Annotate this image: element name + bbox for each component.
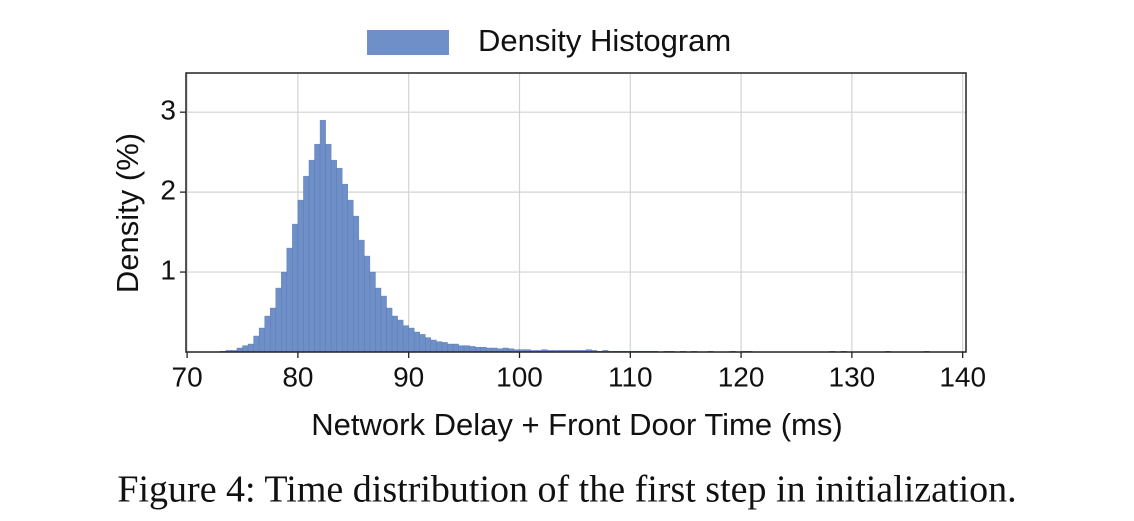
bar	[463, 345, 470, 353]
bar	[258, 327, 265, 353]
bar	[292, 223, 299, 353]
bar	[247, 343, 254, 353]
bar	[380, 295, 387, 353]
bar	[270, 307, 276, 353]
bar	[430, 339, 437, 353]
x-tick-label: 130	[829, 361, 876, 392]
bar	[319, 119, 326, 353]
bar	[308, 159, 315, 353]
bar	[402, 325, 409, 353]
bar	[469, 346, 476, 353]
bar	[391, 315, 398, 353]
bar	[336, 167, 343, 353]
y-tick-label: 3	[160, 95, 176, 126]
bar	[297, 199, 304, 353]
bar	[408, 327, 415, 353]
x-tick-label: 120	[718, 361, 765, 392]
bar	[353, 215, 360, 353]
x-tick-label: 140	[939, 361, 986, 392]
bar	[286, 247, 293, 353]
bar	[375, 287, 382, 353]
plot-frame	[185, 72, 967, 353]
bar	[325, 143, 332, 353]
bar	[452, 343, 459, 353]
caption: Figure 4: Time distribution of the first…	[117, 469, 1016, 511]
legend-swatch	[367, 30, 449, 55]
bar	[436, 341, 443, 353]
y-axis-label: Density (%)	[110, 133, 145, 293]
bar	[275, 287, 282, 353]
bar	[303, 175, 310, 353]
bar	[419, 334, 426, 353]
bar	[447, 343, 454, 353]
x-tick-label: 90	[393, 361, 424, 392]
y-tick-label: 1	[160, 254, 176, 285]
bar	[330, 159, 337, 353]
x-tick-label: 110	[608, 361, 653, 392]
bar	[458, 345, 465, 353]
x-tick-label: 80	[282, 361, 313, 392]
bar	[358, 239, 365, 353]
bar	[347, 199, 354, 353]
bar	[369, 271, 376, 353]
bar	[397, 319, 404, 353]
bar	[342, 183, 348, 353]
bar	[264, 315, 271, 353]
legend-label: Density Histogram	[478, 23, 731, 58]
x-axis-label: Network Delay + Front Door Time (ms)	[311, 407, 842, 442]
y-tick-label: 2	[160, 175, 176, 206]
x-tick-label: 100	[496, 361, 543, 392]
bar	[425, 337, 432, 353]
bar	[242, 345, 249, 353]
bar	[364, 255, 371, 353]
bar	[314, 143, 321, 353]
bar	[386, 307, 393, 353]
bar	[441, 342, 448, 353]
bar	[281, 271, 288, 353]
bar	[414, 331, 420, 353]
x-tick-label: 70	[172, 361, 203, 392]
bar	[253, 335, 260, 353]
